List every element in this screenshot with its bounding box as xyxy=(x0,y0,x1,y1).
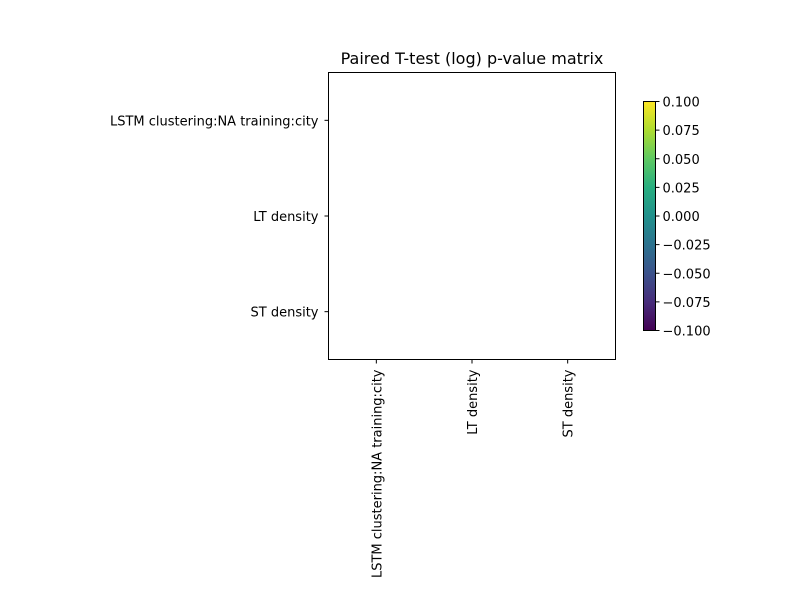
x-tick-label: ST density xyxy=(562,369,577,437)
colorbar-tick-label: 0.000 xyxy=(663,210,700,225)
y-tick-label: LT density xyxy=(253,210,318,225)
chart-title: Paired T-test (log) p-value matrix xyxy=(341,49,604,68)
y-axis: LSTM clustering:NA training:city LT densi… xyxy=(110,114,329,321)
heatmap-cell xyxy=(424,168,520,264)
colorbar-gradient xyxy=(643,101,656,331)
plot-frame xyxy=(328,72,616,360)
heatmap-cell xyxy=(424,264,520,360)
x-tick-label: LSTM clustering:NA training:city xyxy=(370,369,385,578)
colorbar-tick-label: 0.025 xyxy=(663,181,700,196)
x-axis: LSTM clustering:NA training:city LT densi… xyxy=(370,359,577,578)
colorbar: 0.100 0.075 0.050 0.025 0.000 −0.025 −0.050 −0.… xyxy=(643,96,711,340)
heatmap-cell xyxy=(520,73,616,169)
heatmap-cell xyxy=(520,168,616,264)
heatmap-cell xyxy=(329,73,425,169)
y-tick-label: ST density xyxy=(251,306,319,321)
heatmap-cell xyxy=(329,168,425,264)
heatmap-cell xyxy=(424,73,520,169)
colorbar-tick-label: 0.075 xyxy=(663,124,700,139)
colorbar-tick-label: 0.100 xyxy=(663,96,700,111)
colorbar-tick-label: −0.075 xyxy=(663,296,711,311)
colorbar-tick-label: −0.100 xyxy=(663,325,711,340)
colorbar-ticks: 0.100 0.075 0.050 0.025 0.000 −0.025 −0.050 −0.… xyxy=(655,96,711,340)
colorbar-tick-label: 0.050 xyxy=(663,153,700,168)
x-tick-label: LT density xyxy=(466,369,481,434)
heatmap-cell xyxy=(520,264,616,360)
y-tick-label: LSTM clustering:NA training:city xyxy=(110,114,319,129)
colorbar-tick-label: −0.025 xyxy=(663,239,711,254)
colorbar-tick-label: −0.050 xyxy=(663,267,711,282)
heatmap-cells xyxy=(329,73,616,360)
heatmap-cell xyxy=(329,264,425,360)
